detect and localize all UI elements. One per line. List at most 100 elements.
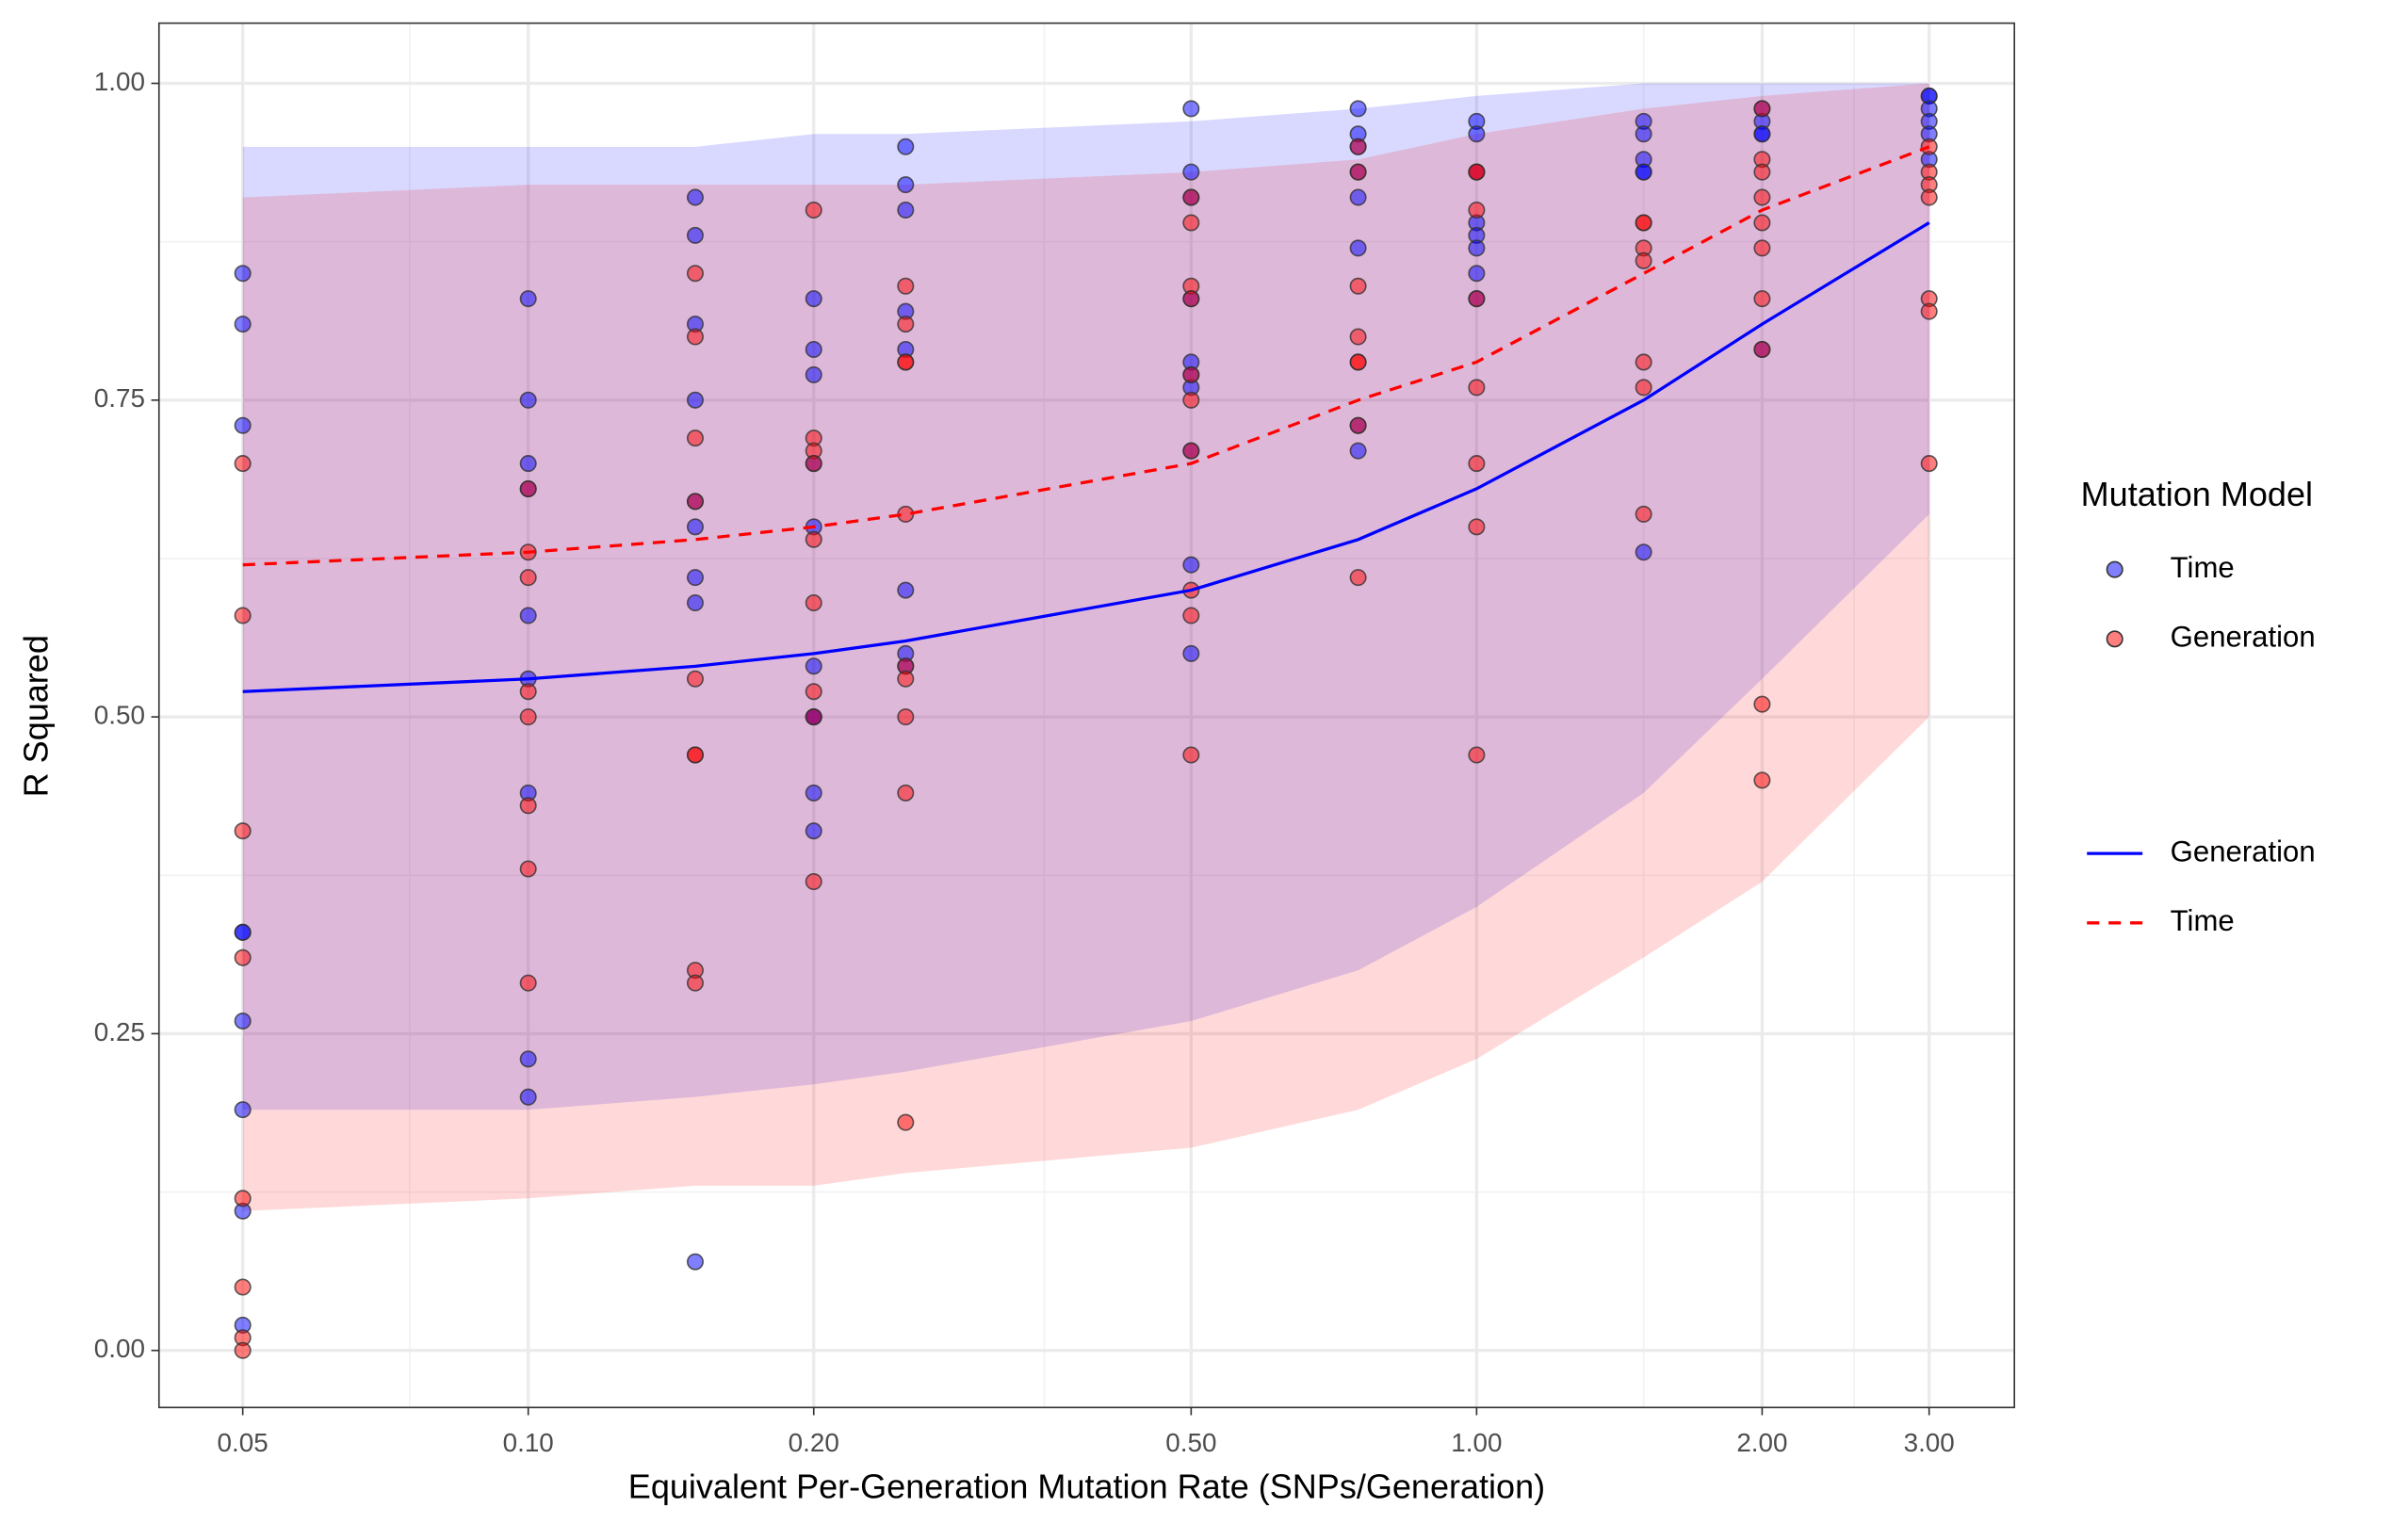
data-point [686,746,704,764]
data-point [686,328,704,346]
data-point [1753,214,1771,232]
data-point [1468,202,1486,219]
data-point [519,290,537,308]
data-point [1753,771,1771,789]
data-point [897,277,915,295]
data-point [1635,505,1652,523]
data-point [1349,416,1367,434]
data-point [519,683,537,701]
data-point [1182,163,1200,181]
data-point [1468,379,1486,397]
data-point [519,974,537,992]
data-point [1182,746,1200,764]
data-point [234,1341,252,1359]
data-point [686,670,704,688]
data-point [1920,302,1938,320]
data-point [1349,100,1367,118]
data-point [897,581,915,599]
data-point [519,860,537,878]
data-point [1182,100,1200,118]
data-point [234,607,252,624]
data-point [805,708,822,726]
data-point [234,265,252,283]
data-point [234,923,252,941]
data-point [1349,239,1367,257]
data-point [805,683,822,701]
data-point [1182,365,1200,383]
data-point [1182,290,1200,308]
y-axis-title: R Squared [16,635,55,797]
data-point [234,1190,252,1208]
data-point [897,353,915,371]
data-point [234,1012,252,1030]
data-point [897,1113,915,1131]
data-point [1753,695,1771,713]
trend-line [242,221,1930,693]
legend-title: Mutation Model [2081,475,2313,513]
data-point [1468,265,1486,283]
data-point [1635,543,1652,561]
panel-background [158,23,2015,1408]
data-point [1349,569,1367,587]
data-point [897,316,915,333]
data-point [519,797,537,815]
x-tick-label: 0.05 [218,1428,268,1457]
data-point [1182,214,1200,232]
data-point [686,594,704,612]
data-point [686,518,704,536]
data-point [1182,644,1200,662]
data-point [234,948,252,966]
data-point [805,455,822,473]
data-point [519,569,537,587]
data-point [686,391,704,409]
data-point [686,226,704,244]
data-point [686,493,704,511]
data-point [897,202,915,219]
data-point [1349,277,1367,295]
x-tick-label: 0.50 [1165,1428,1216,1457]
data-point [1920,188,1938,206]
data-point [519,607,537,624]
legend-label: Time [2171,551,2235,584]
data-point [897,138,915,155]
data-point [897,784,915,802]
data-point [1349,353,1367,371]
x-tick-label: 0.10 [503,1428,554,1457]
data-point [686,1253,704,1271]
data-point [805,822,822,840]
x-tick-label: 3.00 [1904,1428,1955,1457]
confidence-ribbon [242,83,1929,1211]
x-axis-title: Equivalent Per-Generation Mutation Rate … [628,1467,1545,1506]
data-point [897,670,915,688]
data-point [805,290,822,308]
data-point [519,391,537,409]
data-point [1753,188,1771,206]
trend-line [242,145,1930,567]
data-point [519,479,537,497]
data-point [1753,100,1771,118]
y-tick-label: 0.50 [94,700,145,729]
data-point [1753,125,1771,143]
data-point [1468,290,1486,308]
data-point [519,455,537,473]
data-point [897,176,915,194]
panel-border [157,22,2016,1409]
confidence-ribbon [242,83,1929,1111]
data-point [686,188,704,206]
data-point [1920,455,1938,473]
data-point [805,530,822,548]
legend-label: Generation [2171,621,2316,654]
data-point [1468,125,1486,143]
legend-label: Generation [2171,835,2316,867]
data-point [686,974,704,992]
data-point [1468,455,1486,473]
data-point [1753,340,1771,359]
data-point [1753,239,1771,257]
data-point [1635,214,1652,232]
legend-label: Time [2171,904,2235,937]
data-point [1182,442,1200,460]
data-point [234,316,252,333]
data-point [234,822,252,840]
data-point [805,202,822,219]
data-point [805,340,822,359]
